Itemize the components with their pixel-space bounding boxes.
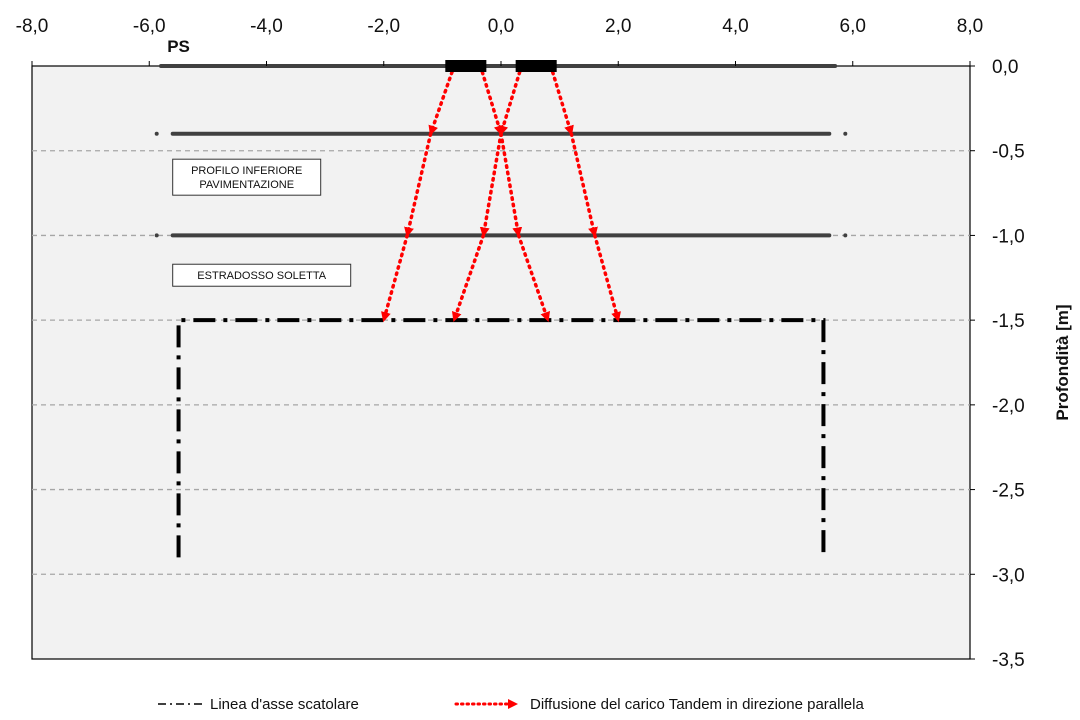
y-axis: 0,0 -0,5 -1,0 -1,5 -2,0 -2,5 -3,0 -3,5 <box>970 57 1025 671</box>
layer-end-dot <box>843 233 848 238</box>
layer-end-dot <box>154 131 159 136</box>
x-tick-label: -4,0 <box>250 16 283 37</box>
annotation-text: PAVIMENTAZIONE <box>199 179 294 191</box>
diffusion-arrow <box>404 132 433 238</box>
diffusion-arrow <box>478 64 504 136</box>
diffusion-arrow <box>479 132 503 238</box>
box-series-line <box>176 318 826 558</box>
y-tick-label: -2,0 <box>992 396 1025 417</box>
diffusion-arrow <box>498 64 524 136</box>
annotations: PROFILO INFERIORE PAVIMENTAZIONE ESTRADOSS… <box>172 158 352 287</box>
x-tick-label: -2,0 <box>367 16 400 37</box>
x-tick-label: -8,0 <box>16 16 49 37</box>
load-diffusion-arrows <box>381 64 621 323</box>
x-tick-label: 2,0 <box>605 16 631 37</box>
y-tick-label: -3,0 <box>992 565 1025 586</box>
x-tick-label: -6,0 <box>133 16 166 37</box>
legend-label: Linea d'asse scatolare <box>210 696 359 713</box>
y-tick-label: -1,5 <box>992 311 1025 332</box>
diffusion-arrow <box>569 132 598 238</box>
annotation-frame <box>172 263 352 287</box>
layer-end-dot <box>843 131 848 136</box>
x-tick-label: 0,0 <box>488 16 514 37</box>
legend: Linea d'asse scatolare Diffusione del car… <box>158 696 864 713</box>
load-blocks <box>445 60 557 72</box>
layer-end-dot <box>154 233 159 238</box>
annotation-box: PROFILO INFERIORE PAVIMENTAZIONE <box>172 158 322 196</box>
y-axis-title: Profondità [m] <box>1053 304 1072 420</box>
x-tick-label: 6,0 <box>840 16 866 37</box>
y-tick-label: -2,5 <box>992 481 1025 502</box>
annotation-frame <box>172 158 322 196</box>
diffusion-arrow <box>499 132 523 238</box>
y-tick-label: -1,0 <box>992 226 1025 247</box>
x-tick-label: 8,0 <box>957 16 983 37</box>
x-tick-label: 4,0 <box>722 16 748 37</box>
annotation-text: PROFILO INFERIORE <box>191 165 302 177</box>
annotation-box: ESTRADOSSO SOLETTA <box>172 263 352 287</box>
x-axis: -8,0 -6,0 -4,0 -2,0 0,0 2,0 4,0 6,0 8,0 <box>16 16 983 66</box>
plot-area <box>31 65 971 660</box>
diffusion-arrow <box>593 233 621 323</box>
box-outline <box>176 318 826 558</box>
diffusion-arrow <box>428 64 456 136</box>
y-tick-label: -3,5 <box>992 650 1025 671</box>
y-tick-label: -0,5 <box>992 142 1025 163</box>
legend-label: Diffusione del carico Tandem in direzion… <box>530 696 864 713</box>
surface-label: PS <box>167 37 190 56</box>
load-block <box>445 60 487 72</box>
diffusion-arrow <box>381 233 409 323</box>
diffusion-arrow <box>451 233 486 323</box>
diffusion-arrow <box>549 64 574 136</box>
load-block <box>515 60 557 72</box>
diffusion-arrow <box>516 233 551 323</box>
annotation-text: ESTRADOSSO SOLETTA <box>197 270 326 282</box>
y-tick-label: 0,0 <box>992 57 1018 78</box>
